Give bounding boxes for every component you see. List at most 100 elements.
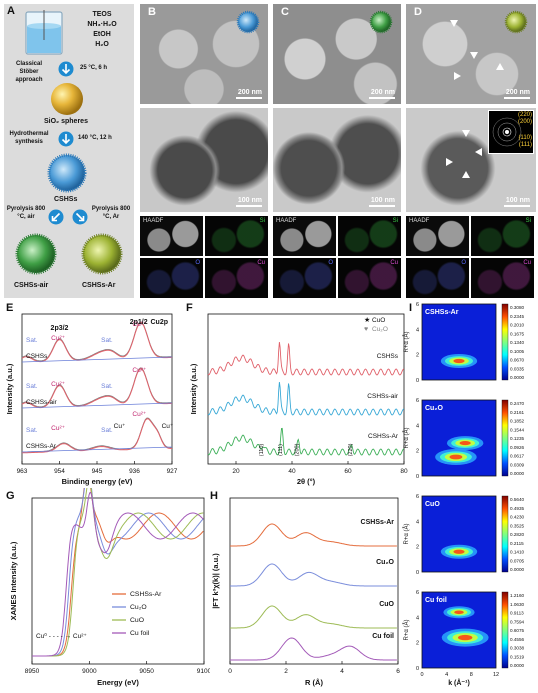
- cshs-inset-icon: [236, 10, 260, 34]
- y-tick-label: 2: [416, 545, 419, 551]
- wavelet-title: CuO: [425, 501, 440, 508]
- colorbar: [501, 495, 509, 573]
- y-tick-label: 2: [416, 449, 419, 455]
- diffraction-rings-icon: [492, 117, 522, 147]
- ft-spectrum: [230, 605, 397, 629]
- wavelet-plot-bg: [422, 496, 496, 572]
- y-tick-label: 0: [416, 474, 419, 480]
- ft-spectrum: [230, 523, 397, 547]
- sio2-label: SiO₂ spheres: [44, 118, 88, 125]
- beaker-icon: [25, 10, 63, 55]
- x-tick-label: 6: [396, 668, 400, 675]
- xanes-spectrum: [32, 488, 204, 657]
- colorbar-tick-label: 0.1235: [510, 436, 524, 441]
- colorbar-tick-label: 0.1410: [510, 550, 524, 555]
- y-axis-label: R+α (Å): [403, 428, 410, 449]
- wavelet-title: Cu₂O: [425, 405, 443, 412]
- colorbar: [501, 399, 509, 477]
- y-axis-label: Intensity (a.u.): [189, 363, 198, 414]
- x-tick-label: 9050: [139, 668, 154, 675]
- y-axis-label: R+α (Å): [403, 332, 410, 353]
- cu2-label: Cu²⁺: [51, 335, 65, 342]
- legend-cu2o: Cu₂O: [372, 326, 388, 333]
- cshs-ar-inset-icon: [504, 10, 528, 34]
- plot-frame: [31, 497, 205, 665]
- cu1-label: Cu⁺: [114, 423, 126, 430]
- colorbar: [501, 303, 509, 381]
- cu2-label: Cu²⁺: [132, 367, 146, 374]
- colorbar-tick-label: 0.1340: [510, 340, 524, 345]
- sample-label: CSHSs-air: [26, 399, 58, 406]
- eds-map-label: O: [461, 260, 466, 266]
- plot-frame: [421, 303, 497, 381]
- legend-entry: Cu foil: [130, 630, 150, 637]
- x-axis-label: k (Å⁻¹): [448, 678, 470, 687]
- schematic-panel: A TEOS NH₃·H₂O EtOH H₂O Classical Stöber…: [4, 4, 134, 298]
- wavelet-contour: [449, 454, 463, 460]
- tem-c-high-mag: 100 nm: [273, 108, 401, 212]
- colorbar-tick-label: 0.4556: [510, 637, 524, 642]
- baseline: [21, 402, 173, 409]
- eds-map-haadf: HAADF: [406, 216, 469, 256]
- eds-map-cu: Cu: [338, 258, 401, 298]
- x-axis-label: Energy (eV): [97, 678, 139, 687]
- colorbar-tick-label: 0.0000: [510, 567, 524, 572]
- eds-map-label: HAADF: [143, 218, 164, 224]
- plot-frame: [421, 399, 497, 477]
- saed-111: (111): [518, 142, 532, 148]
- cu2-label: Cu²⁺: [132, 321, 146, 328]
- colorbar-tick-label: 0.2345: [510, 314, 524, 319]
- x-tick-label: 9100: [197, 668, 210, 675]
- scale-bar: [236, 97, 262, 99]
- plot-frame: [229, 497, 399, 665]
- peak-2p32-label: 2p3/2: [51, 325, 69, 332]
- colorbar-tick-label: 0.0000: [510, 663, 524, 668]
- hkl-label: (200): [294, 443, 300, 456]
- sample-label: Cu₂O: [376, 559, 394, 566]
- x-tick-label: 936: [129, 468, 140, 475]
- tem-b-high-mag: 100 nm: [140, 108, 268, 212]
- panel-label-a: A: [7, 5, 15, 17]
- panel-label-i: I: [409, 302, 413, 314]
- cuo-marker-icon: ★: [364, 316, 370, 324]
- cu1-label: Cu⁺: [162, 423, 174, 430]
- scale-bar: [504, 97, 530, 99]
- step2-condition: 140 °C, 12 h: [78, 135, 112, 141]
- y-tick-label: 4: [416, 519, 419, 525]
- reagent-list: TEOS NH₃·H₂O EtOH H₂O: [76, 10, 128, 50]
- panel-label-f: F: [186, 302, 193, 314]
- y-axis-label: Intensity (a.u.): [5, 363, 14, 414]
- eds-map-cu: Cu: [471, 258, 534, 298]
- colorbar: [501, 591, 509, 669]
- colorbar-tick-label: 0.3038: [510, 646, 524, 651]
- eds-map-haadf: HAADF: [140, 216, 203, 256]
- sat-label: Sat.: [26, 383, 38, 390]
- y-axis-label: R+α (Å): [403, 620, 410, 641]
- eds-map-label: Cu: [257, 260, 265, 266]
- sat-label: Sat.: [101, 337, 113, 344]
- x-tick-label: 954: [54, 468, 65, 475]
- hkl-label: (220): [348, 443, 354, 456]
- sample-label: CuO: [379, 601, 394, 608]
- scale-bar: [236, 205, 262, 207]
- y-tick-label: 6: [416, 398, 419, 404]
- panel-label-h: H: [210, 490, 218, 502]
- sample-label: CSHSs-Ar: [368, 433, 399, 440]
- scale-label: 100 nm: [505, 197, 530, 204]
- y-tick-label: 2: [416, 641, 419, 647]
- fit-envelope: [22, 418, 173, 454]
- colorbar-tick-label: 0.0335: [510, 366, 524, 371]
- eds-map-haadf: HAADF: [273, 216, 336, 256]
- saed-inset: (220) (200) (110) (111): [488, 110, 534, 154]
- scale-label: 100 nm: [237, 197, 262, 204]
- panel-label-b: B: [148, 6, 156, 18]
- x-tick-label: 8950: [25, 668, 40, 675]
- fit-envelope: [21, 368, 173, 409]
- eds-map-label: Si: [259, 218, 265, 224]
- eds-map-label: O: [328, 260, 333, 266]
- colorbar-tick-label: 0.6075: [510, 628, 524, 633]
- arrow-down-icon: [58, 131, 74, 147]
- colorbar-tick-label: 0.0000: [510, 471, 524, 476]
- arrow-down-right-icon: [72, 209, 88, 225]
- scale-bar: [369, 97, 395, 99]
